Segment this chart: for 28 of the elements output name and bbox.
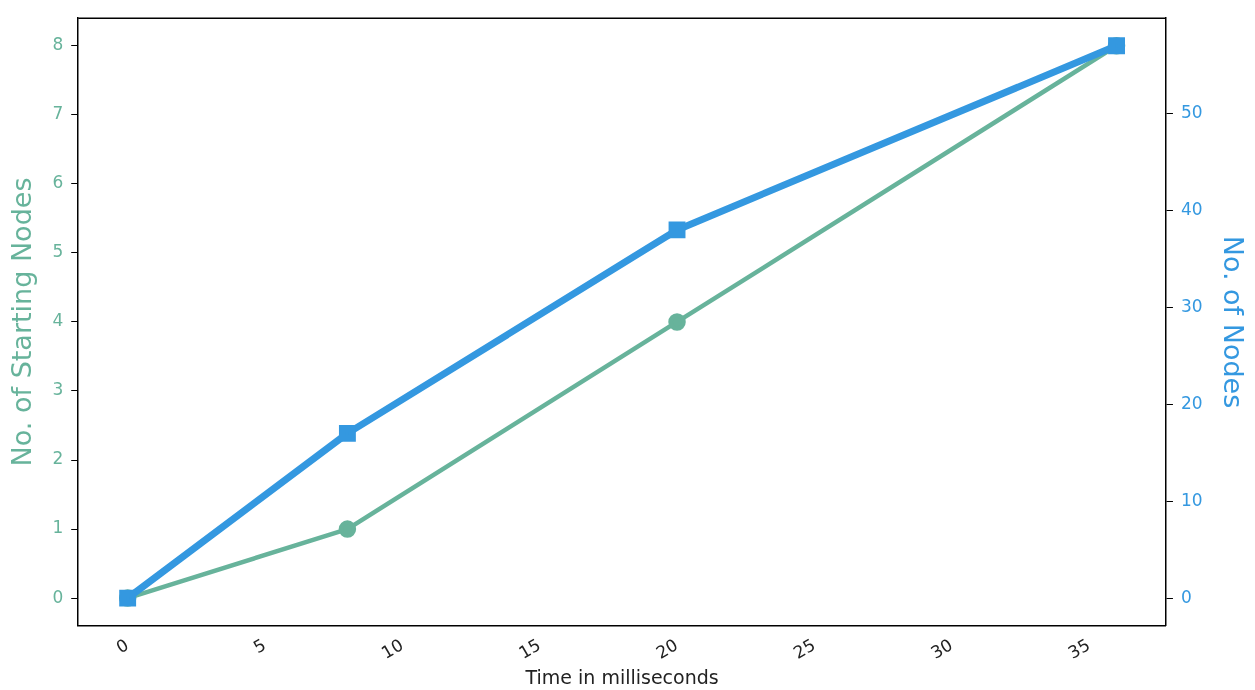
y-tick-label: 1 <box>52 517 64 538</box>
y-tick-label: 5 <box>52 241 64 262</box>
x-axis-title: Time in milliseconds <box>524 665 719 688</box>
y2-tick-label: 40 <box>1180 198 1203 219</box>
x-tick-label: 25 <box>789 634 819 663</box>
x-tick-label: 35 <box>1064 634 1094 663</box>
y-tick-label: 3 <box>52 379 64 400</box>
y2-tick-label: 50 <box>1180 102 1203 123</box>
y-tick-label: 7 <box>52 103 64 124</box>
y-tick-label: 4 <box>52 310 64 331</box>
y2-axis-title: No. of Nodes <box>1217 235 1249 409</box>
point <box>338 424 356 442</box>
y2-tick-label: 0 <box>1180 586 1192 607</box>
x-tick-label: 10 <box>377 634 407 663</box>
y2-tick-label: 10 <box>1180 489 1203 510</box>
x-tick-label: 15 <box>515 634 544 663</box>
y-tick-label: 2 <box>52 448 64 469</box>
x-tick-label: 20 <box>652 634 682 663</box>
y-axis-title: No. of Starting Nodes <box>6 177 38 467</box>
y-tick-label: 0 <box>52 586 64 607</box>
y-tick-label: 6 <box>52 172 64 193</box>
point <box>668 221 686 239</box>
y2-tick-label: 30 <box>1180 295 1203 316</box>
x-tick-label: 5 <box>249 634 270 658</box>
y2-tick-label: 20 <box>1180 392 1203 413</box>
x-tick-label: 0 <box>112 634 132 658</box>
y-tick-label: 8 <box>52 34 64 55</box>
x-tick-label: 30 <box>927 634 956 663</box>
